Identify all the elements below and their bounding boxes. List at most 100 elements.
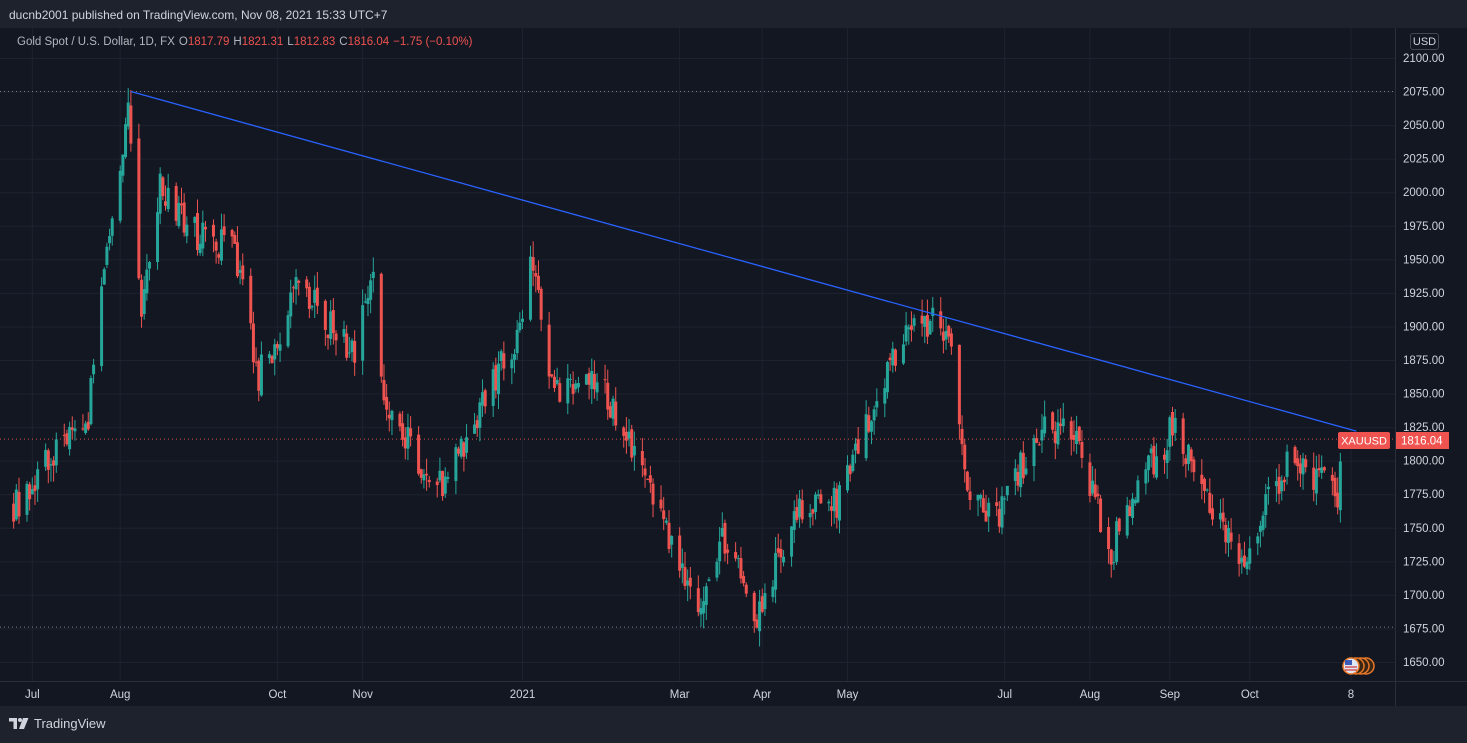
candle-body — [1237, 543, 1241, 564]
candle-body — [193, 216, 197, 223]
candle-body — [406, 426, 410, 449]
time-tick-label: Jul — [997, 689, 1012, 701]
candle-body — [814, 494, 818, 513]
candle-body — [571, 384, 575, 394]
candle-body — [217, 254, 221, 258]
flag-icon[interactable] — [1342, 657, 1375, 675]
candle-body — [382, 379, 386, 401]
chart-area[interactable]: 1650.00 1675.00 1700.00 1725.00 1750.00 1775.… — [0, 28, 1467, 706]
candle-body — [110, 218, 114, 236]
candle-body — [1192, 459, 1196, 473]
candle-body — [462, 442, 466, 457]
tradingview-brand[interactable]: TradingView — [9, 716, 106, 731]
price-tick-label: 1650.00 — [1403, 657, 1445, 669]
legend-close-value: 1816.04 — [347, 36, 390, 48]
candle-body — [195, 213, 199, 250]
candle-body — [640, 450, 644, 466]
candle-body — [875, 401, 879, 408]
candle-body — [1298, 463, 1302, 474]
candle-body — [1184, 458, 1188, 465]
candle-body — [944, 330, 948, 340]
candle-body — [1245, 561, 1249, 570]
candle-body — [1186, 444, 1190, 464]
candle-body — [52, 460, 56, 466]
candle-body — [1242, 555, 1246, 567]
candle-body — [92, 364, 96, 375]
candle-body — [174, 186, 178, 221]
candle-body — [1096, 493, 1100, 497]
candle-body — [960, 428, 964, 445]
candle-body — [558, 383, 562, 402]
candle-body — [925, 315, 929, 337]
candle-body — [590, 371, 594, 389]
candle-body — [630, 429, 634, 458]
legend-change: −1.75 (−0.10%) — [393, 36, 473, 48]
candle-body — [851, 454, 855, 472]
candle-body — [310, 306, 314, 308]
candle-body — [702, 601, 706, 614]
candle-body — [1069, 421, 1073, 440]
candle-body — [957, 344, 961, 425]
candle-body — [800, 500, 804, 520]
candle-body — [550, 374, 554, 377]
candle-body — [219, 229, 223, 261]
currency-button[interactable]: USD — [1410, 33, 1439, 50]
candle-body — [536, 275, 540, 290]
candle-body — [736, 558, 740, 560]
candle-body — [1035, 438, 1039, 443]
candle-body — [1091, 480, 1095, 494]
candle-body — [124, 124, 128, 158]
candle-body — [315, 287, 319, 306]
candle-body — [614, 401, 618, 426]
candle-body — [1088, 462, 1092, 497]
candle-body — [1136, 480, 1140, 503]
chart-svg[interactable]: 1650.00 1675.00 1700.00 1725.00 1750.00 1775.… — [0, 28, 1467, 706]
candle-body — [140, 279, 144, 317]
candle-body — [491, 369, 495, 406]
candle-body — [1099, 498, 1103, 533]
candle-body — [1152, 445, 1156, 475]
candle-body — [827, 501, 831, 504]
candle-body — [587, 373, 591, 385]
candle-body — [454, 447, 458, 481]
candle-body — [1200, 474, 1204, 485]
time-axis[interactable]: Jul Aug Oct Nov 2021 Mar Apr May Jul Aug Sep Oct 8 — [25, 689, 1354, 701]
candle-body — [776, 548, 780, 553]
candle-body — [1226, 528, 1230, 543]
candle-body — [1189, 449, 1193, 462]
candle-body — [555, 379, 559, 384]
candle-body — [289, 292, 293, 317]
candle-body — [1208, 492, 1212, 513]
candle-body — [46, 450, 50, 470]
candle-body — [830, 506, 834, 511]
candle-body — [1317, 468, 1321, 471]
candle-body — [499, 351, 503, 361]
candle-body — [611, 398, 615, 419]
candle-body — [608, 406, 612, 418]
trendline-layer[interactable] — [130, 90, 1357, 432]
candle-body — [520, 318, 524, 322]
candle-body — [742, 576, 746, 584]
candle-body — [457, 448, 461, 454]
candle-body — [1043, 416, 1047, 434]
legend-low-value: 1812.83 — [293, 36, 336, 48]
candle-body — [643, 468, 647, 476]
candle-body — [552, 376, 556, 388]
candle-body — [819, 494, 823, 504]
candle-body — [907, 327, 911, 330]
candle-body — [720, 527, 724, 537]
candle-body — [435, 481, 439, 486]
legend-symbol-title[interactable]: Gold Spot / U.S. Dollar, 1D, FX — [17, 36, 175, 48]
price-tick-label: 1750.00 — [1403, 523, 1445, 535]
candle-body — [422, 474, 426, 481]
candle-body — [1037, 444, 1041, 446]
candle-body — [931, 307, 935, 317]
candle-body — [251, 323, 255, 363]
chart-legend[interactable]: Gold Spot / U.S. Dollar, 1D, FX O1817.79… — [17, 36, 472, 48]
candle-body — [595, 382, 599, 393]
price-axis[interactable]: 1650.00 1675.00 1700.00 1725.00 1750.00 1775.… — [1403, 53, 1445, 669]
candle-body — [89, 377, 93, 425]
price-tick-label: 1825.00 — [1403, 422, 1445, 434]
candle-body — [883, 388, 887, 404]
candle-body — [398, 413, 402, 427]
